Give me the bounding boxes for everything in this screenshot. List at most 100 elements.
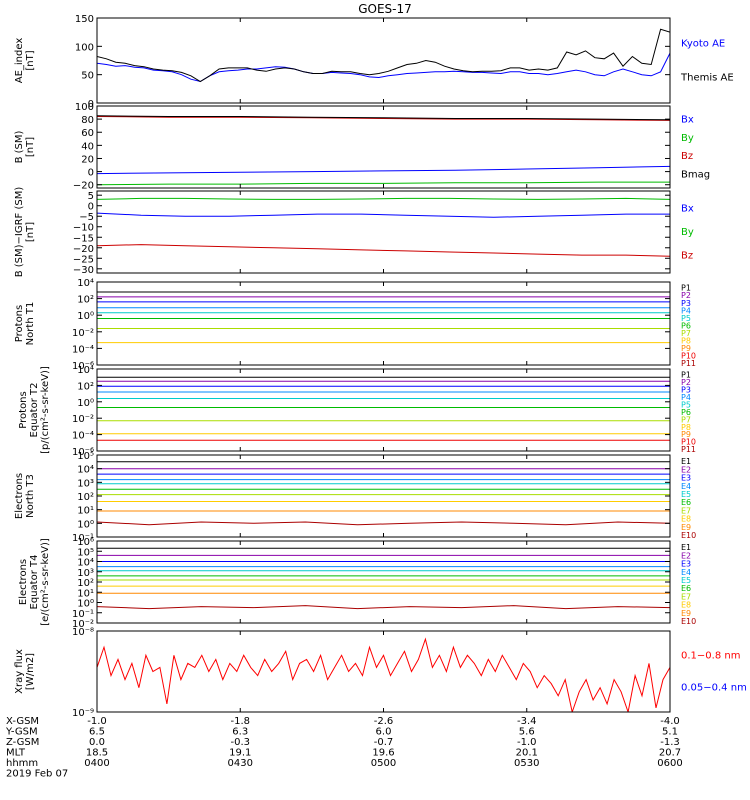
y-tick-label: −5	[79, 212, 94, 223]
y-tick-label: 10⁻¹	[72, 609, 94, 620]
y-axis-label-line: North T1	[25, 302, 36, 346]
legend-label: Themis AE	[680, 73, 734, 84]
legend-label: P8	[681, 423, 691, 432]
y-tick-label: 0	[88, 202, 94, 213]
legend-label: E7	[681, 592, 691, 601]
panel-frame	[96, 17, 671, 104]
legend-label: E2	[681, 465, 691, 474]
legend-label: P4	[681, 306, 691, 315]
legend-label: P8	[681, 336, 691, 345]
footer-value: 5.1	[662, 727, 678, 738]
panel-3: 50−5−10−15−20−25−30B (SM)−IGRF (SM)[nT]B…	[14, 187, 694, 278]
legend-label: E6	[681, 584, 691, 593]
footer-value: 6.0	[376, 727, 392, 738]
legend-label: E3	[681, 560, 691, 569]
legend-label: P2	[681, 378, 691, 387]
y-tick-label: 10⁰	[77, 519, 94, 530]
y-axis-label-line: Equator T4	[29, 555, 40, 610]
legend-label: P1	[681, 284, 691, 293]
legend-label: E1	[681, 457, 691, 466]
y-tick-label: −25	[73, 254, 94, 265]
legend-label: Bmag	[681, 169, 710, 180]
series-line-Bmag	[97, 115, 670, 121]
series-group	[97, 461, 670, 526]
y-axis-label-line: AE_index	[14, 38, 25, 84]
y-axis-label-line: B (SM)	[14, 130, 25, 163]
panel-frame	[96, 540, 671, 624]
footer-value: 20.7	[659, 748, 681, 759]
legend-label: Bz	[681, 151, 693, 162]
y-tick-label: 10⁰	[77, 311, 94, 322]
legend-label: P1	[681, 371, 691, 380]
legend-label: 0.05−0.4 nm	[681, 683, 747, 694]
footer-row-label: Y-GSM	[5, 727, 38, 738]
y-axis-label: Xray flux[W/m2]	[14, 649, 36, 694]
legend-label: P5	[681, 314, 691, 323]
y-tick-label: 10⁻¹	[72, 533, 94, 544]
series-group	[97, 291, 670, 344]
y-tick-label: 10⁻²	[72, 414, 94, 425]
footer-value: 0530	[514, 758, 539, 769]
series-line-Bx	[97, 165, 670, 175]
legend-label: E9	[681, 523, 691, 532]
y-tick-label: 10⁻⁶	[72, 447, 94, 458]
y-axis-label-line: Xray flux	[14, 649, 25, 694]
legend-label: P5	[681, 400, 691, 409]
footer-value: 0400	[84, 758, 109, 769]
footer-row-label: hhmm	[6, 758, 38, 769]
y-axis-label: ProtonsEquator T2[p/(cm²-s-sr-keV)]	[18, 366, 51, 454]
panel-5: 10⁴ 10² 10⁰ 10⁻² 10⁻⁴ 10⁻⁶ ProtonsEquator T2[p…	[18, 365, 696, 458]
legend-label: E1	[681, 543, 691, 552]
orbit-footer: X-GSM -1.0 -1.8 -2.6 -3.4 -4.0 Y-GSM 6.5 6.3 6.0 5…	[5, 716, 683, 780]
footer-value: -1.3	[660, 737, 680, 748]
legend-label: E9	[681, 609, 691, 618]
footer-date: 2019 Feb 07	[6, 769, 68, 780]
footer-value: 0430	[228, 758, 253, 769]
footer-value: -3.4	[517, 716, 537, 727]
y-tick-label: −10	[73, 223, 94, 234]
footer-value: 20.1	[516, 748, 538, 759]
y-tick-label: 10²	[77, 295, 94, 306]
series-line-Bx	[97, 212, 670, 218]
legend-label: P10	[681, 352, 696, 361]
y-tick-label: −30	[73, 265, 94, 276]
y-axis-label-line: Protons	[14, 305, 25, 342]
y-tick-label: 10⁶	[77, 537, 94, 548]
y-axis-label-line: [nT]	[25, 50, 36, 70]
legend-label: P6	[681, 408, 691, 417]
y-tick-label: 10¹	[77, 506, 94, 517]
y-tick-label: 40	[81, 141, 94, 152]
y-tick-label: 10³	[77, 478, 94, 489]
legend-label: P7	[681, 415, 691, 424]
y-tick-label: 0	[88, 99, 94, 110]
footer-row-label: X-GSM	[6, 716, 39, 727]
legend-label: 0.1−0.8 nm	[681, 650, 740, 661]
y-axis-label-line: North T3	[25, 474, 36, 518]
footer-value: -1.0	[87, 716, 107, 727]
y-axis-label-line: [W/m2]	[25, 653, 36, 690]
y-axis-label-line: [p/(cm²-s-sr-keV)]	[40, 366, 51, 454]
y-tick-label: 100	[75, 42, 94, 53]
series-line-E10	[97, 605, 670, 610]
legend-label: P2	[681, 291, 691, 300]
y-axis-label-line: [nT]	[25, 137, 36, 157]
y-tick-label: 10⁻²	[72, 619, 94, 630]
y-tick-label: 10⁻⁴	[72, 431, 94, 442]
y-tick-label: 10²	[77, 492, 94, 503]
legend-label: E7	[681, 506, 691, 515]
y-tick-label: 60	[81, 128, 94, 139]
y-tick-label: 5	[88, 191, 94, 202]
y-axis-label: ElectronsEquator T4[e/(cm²-s-sr-keV)]	[18, 538, 51, 626]
y-axis-label: B (SM)−IGRF (SM)[nT]	[14, 187, 36, 278]
y-tick-label: 80	[81, 115, 94, 126]
y-tick-label: −20	[73, 244, 94, 255]
y-tick-label: 10⁵	[77, 547, 94, 558]
y-axis-label: AE_index[nT]	[14, 38, 36, 84]
y-tick-label: 10⁻⁹	[72, 708, 94, 719]
legend-label: E10	[681, 617, 696, 626]
series-group	[97, 115, 670, 186]
panel-frame	[96, 630, 671, 713]
series-line-By	[97, 181, 670, 186]
y-tick-label: 10⁴	[77, 278, 94, 289]
